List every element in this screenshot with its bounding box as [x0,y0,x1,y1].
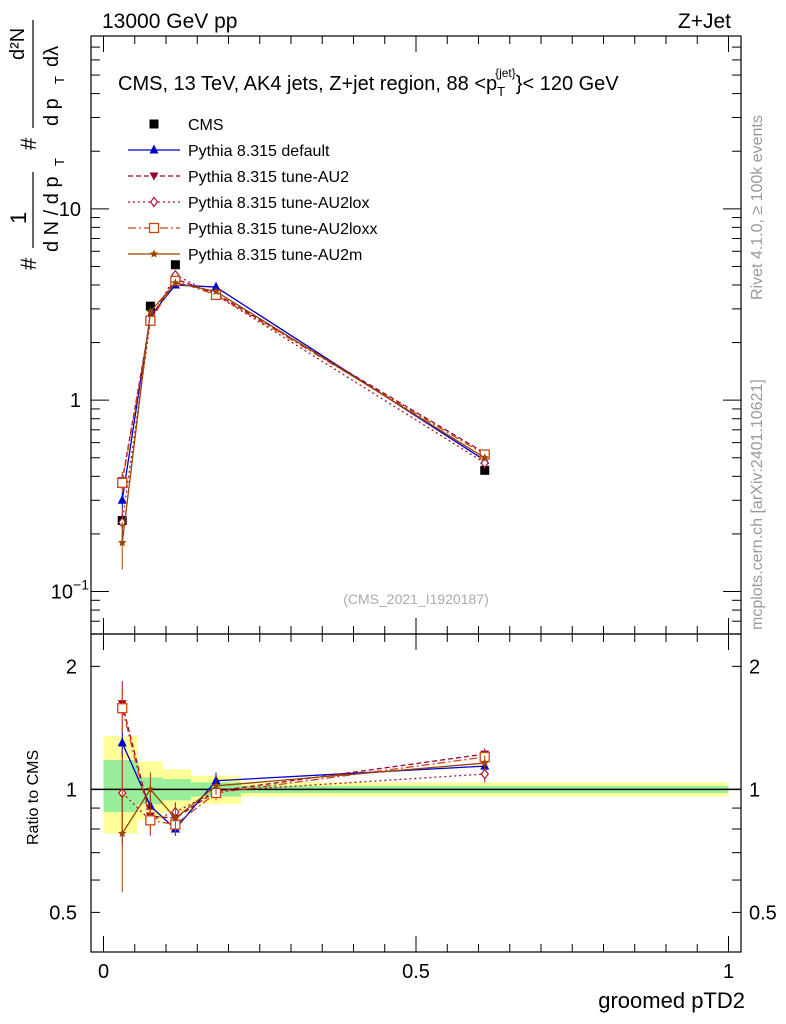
ratio-point [146,784,155,794]
svg-text:#: # [16,137,41,150]
x-tick-label: 1 [723,961,734,983]
legend: CMS Pythia 8.315 default Pythia 8.315 tune… [128,117,377,264]
ratio-ytick-label-left: 2 [66,656,77,678]
legend-label: Pythia 8.315 tune-AU2loxx [188,221,377,238]
series-0 [117,260,490,528]
main-title: CMS, 13 TeV, AK4 jets, Z+jet region, 88 … [118,66,619,99]
legend-label: Pythia 8.315 tune-AU2lox [188,195,369,212]
data-point [145,315,156,326]
ratio-ytick-label-right: 1 [749,779,760,801]
ratio-point [117,828,127,838]
series-line [121,274,486,523]
legend-marker [149,172,159,181]
rivet-label: Rivet 4.1.0, ≥ 100k events [749,115,766,300]
main-ytick-label: 1 [70,390,81,412]
main-ytick-label: 10 [59,199,81,221]
data-point [211,281,221,291]
ratio-point [117,737,127,747]
svg-text:T: T [52,158,67,166]
series-3 [117,269,490,539]
legend-marker [148,222,160,234]
data-point [480,465,490,475]
legend-label: Pythia 8.315 default [188,143,330,160]
header-left: 13000 GeV pp [102,10,237,33]
main-ylabel: # 1 d N / d p T # d²N d p T dλ [6,20,67,270]
header-right: Z+Jet [678,10,731,33]
data-point [146,307,155,316]
legend-marker [149,119,159,129]
data-point [171,278,180,287]
series-4 [117,275,490,493]
x-axis-label: groomed pTD2 [598,988,745,1013]
data-point [170,260,180,270]
ratio-ytick-label-right: 0.5 [749,902,777,924]
ratio-point [171,813,180,822]
svg-text:T: T [52,76,67,84]
data-point [480,453,490,462]
legend-marker [149,196,159,208]
ratio-ylabel: Ratio to CMS [25,750,42,845]
main-panel: 10−1 1 10 [51,35,741,635]
ratio-point [211,781,221,790]
main-ytick-label: 10−1 [51,577,89,604]
ratio-point [480,758,490,767]
x-tick-label: 0 [98,961,109,983]
data-point [145,301,155,311]
series-line [121,282,486,543]
svg-text:#: # [16,257,41,270]
legend-label: CMS [188,117,224,134]
ratio-series-4 [117,755,490,893]
analysis-watermark: (CMS_2021_I1920187) [343,591,489,607]
series-1 [117,279,490,509]
data-point [117,477,128,488]
ratio-frame [90,633,742,953]
series-line [121,280,486,483]
x-tick-label: 0.5 [402,961,430,983]
series-2 [117,275,490,490]
series-5 [117,278,490,570]
legend-marker [149,144,159,154]
svg-text:dλ: dλ [41,46,63,67]
data-point [211,286,221,296]
ratio-ytick-label-left: 0.5 [49,902,77,924]
legend-label: Pythia 8.315 tune-AU2 [188,169,349,186]
svg-text:1: 1 [6,212,31,224]
svg-text:d N / d p: d N / d p [41,176,63,252]
data-point [117,494,127,504]
mcplots-label: mcplots.cern.ch [arXiv:2401.10621] [749,379,766,630]
ratio-ytick-label-right: 2 [749,656,760,678]
uncertainty-band-inner [103,760,138,813]
legend-label: Pythia 8.315 tune-AU2m [188,247,362,264]
ratio-point [145,815,156,826]
data-point [117,538,127,547]
series-line [121,278,486,481]
ratio-panel: 0.5 0.5 1 1 2 2 0 0.5 1 [49,634,777,983]
ratio-point [117,703,128,714]
legend-marker [149,249,159,258]
ratio-point [480,768,490,780]
svg-text:d²N: d²N [7,28,29,60]
svg-text:d p: d p [41,98,63,126]
ratio-ytick-label-left: 1 [66,779,77,801]
series-line [121,284,486,501]
